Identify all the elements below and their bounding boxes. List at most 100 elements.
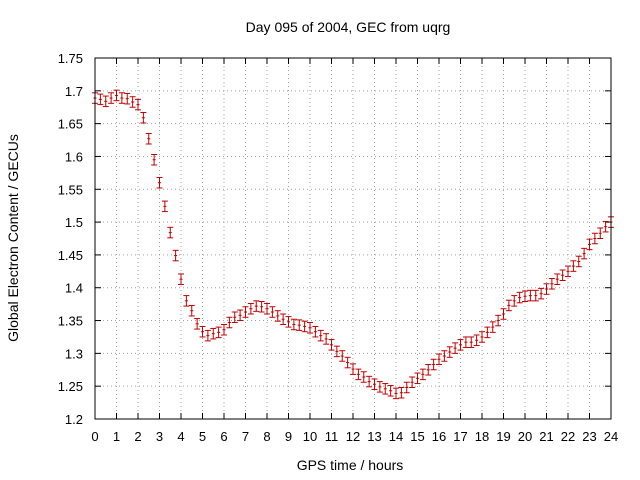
data-point bbox=[366, 375, 373, 388]
data-point bbox=[204, 329, 211, 342]
data-point bbox=[247, 302, 254, 315]
data-point bbox=[188, 304, 195, 317]
data-point bbox=[430, 358, 437, 371]
x-tick-label: 2 bbox=[134, 429, 141, 444]
x-tick-label: 5 bbox=[199, 429, 206, 444]
data-point bbox=[102, 95, 109, 108]
data-point bbox=[355, 368, 362, 381]
data-point bbox=[301, 320, 308, 333]
y-tick-label: 1.65 bbox=[58, 117, 83, 132]
data-point bbox=[371, 378, 378, 390]
data-point bbox=[328, 339, 335, 351]
data-point bbox=[495, 314, 502, 327]
data-point bbox=[210, 327, 217, 340]
x-tick-label: 24 bbox=[604, 429, 618, 444]
data-point bbox=[156, 176, 163, 189]
data-point bbox=[161, 200, 168, 213]
data-point bbox=[194, 318, 201, 330]
x-tick-label: 1 bbox=[113, 429, 120, 444]
data-point bbox=[581, 247, 588, 260]
data-point bbox=[575, 255, 582, 268]
data-point bbox=[167, 226, 174, 239]
x-tick-label: 23 bbox=[582, 429, 596, 444]
data-point bbox=[398, 386, 405, 399]
data-point bbox=[285, 316, 292, 328]
data-point bbox=[393, 387, 399, 400]
data-point bbox=[231, 311, 238, 324]
data-point bbox=[124, 92, 131, 105]
x-tick-label: 10 bbox=[303, 429, 317, 444]
data-point bbox=[140, 111, 147, 124]
data-point bbox=[274, 310, 281, 322]
data-point bbox=[527, 289, 534, 302]
data-point bbox=[382, 383, 389, 395]
x-tick-label: 19 bbox=[496, 429, 510, 444]
data-point bbox=[452, 342, 459, 354]
data-point bbox=[269, 306, 276, 318]
data-point bbox=[484, 326, 491, 339]
data-point bbox=[457, 339, 464, 351]
y-tick-label: 1.25 bbox=[58, 379, 83, 394]
data-point bbox=[446, 346, 453, 358]
data-point bbox=[199, 325, 206, 338]
data-point bbox=[414, 372, 421, 385]
data-point bbox=[296, 319, 303, 331]
x-tick-label: 21 bbox=[539, 429, 553, 444]
data-point bbox=[419, 368, 426, 381]
data-point bbox=[242, 306, 249, 318]
data-point bbox=[258, 301, 265, 313]
data-point bbox=[215, 326, 222, 339]
y-axis-label: Global Electron Content / GECUs bbox=[5, 134, 21, 342]
data-point bbox=[505, 299, 512, 312]
data-point bbox=[511, 295, 518, 307]
y-tick-label: 1.3 bbox=[65, 346, 83, 361]
chart-title: Day 095 of 2004, GEC from uqrg bbox=[246, 19, 451, 35]
data-point bbox=[118, 92, 125, 104]
data-point bbox=[425, 364, 432, 376]
data-point bbox=[113, 89, 120, 102]
data-point bbox=[489, 321, 496, 333]
data-point bbox=[323, 333, 330, 345]
data-point bbox=[500, 308, 507, 320]
data-point bbox=[264, 302, 270, 315]
data-point bbox=[473, 334, 480, 346]
data-point bbox=[548, 278, 555, 290]
x-tick-label: 17 bbox=[453, 429, 467, 444]
y-tick-label: 1.55 bbox=[58, 182, 83, 197]
data-point bbox=[151, 153, 158, 166]
data-point bbox=[350, 363, 356, 375]
x-tick-label: 8 bbox=[263, 429, 270, 444]
data-point bbox=[344, 356, 351, 369]
data-point bbox=[468, 336, 475, 348]
data-point bbox=[597, 227, 604, 239]
data-point bbox=[317, 329, 324, 342]
data-point bbox=[237, 309, 244, 322]
data-point bbox=[570, 260, 577, 272]
data-point bbox=[290, 318, 297, 331]
data-point bbox=[312, 325, 319, 338]
x-tick-label: 14 bbox=[389, 429, 403, 444]
y-tick-label: 1.2 bbox=[65, 412, 83, 427]
data-point bbox=[376, 381, 383, 393]
x-tick-label: 13 bbox=[367, 429, 381, 444]
data-point bbox=[602, 220, 609, 233]
data-point bbox=[565, 265, 571, 278]
data-point bbox=[479, 331, 485, 343]
data-point bbox=[522, 290, 528, 303]
x-tick-label: 12 bbox=[346, 429, 360, 444]
y-tick-label: 1.35 bbox=[58, 314, 83, 329]
x-tick-label: 22 bbox=[561, 429, 575, 444]
data-point bbox=[532, 289, 539, 302]
x-tick-label: 0 bbox=[91, 429, 98, 444]
y-tick-label: 1.4 bbox=[65, 281, 83, 296]
grid-lines bbox=[95, 58, 611, 419]
data-point bbox=[221, 323, 227, 336]
data-point bbox=[409, 376, 416, 388]
x-tick-label: 15 bbox=[410, 429, 424, 444]
data-point bbox=[554, 273, 561, 285]
x-tick-label: 18 bbox=[475, 429, 489, 444]
plot-frame bbox=[94, 57, 612, 420]
data-point bbox=[559, 269, 566, 282]
y-tick-label: 1.75 bbox=[58, 51, 83, 66]
